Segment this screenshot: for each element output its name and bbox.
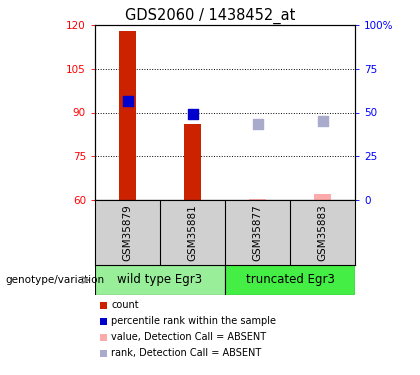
Bar [100, 350, 107, 357]
Text: rank, Detection Call = ABSENT: rank, Detection Call = ABSENT [111, 348, 261, 358]
Point [124, 98, 131, 104]
Point [254, 121, 261, 127]
Bar [119, 31, 136, 200]
Text: GDS2060 / 1438452_at: GDS2060 / 1438452_at [125, 8, 295, 24]
Text: GSM35877: GSM35877 [252, 204, 262, 261]
Bar [100, 333, 107, 340]
Text: value, Detection Call = ABSENT: value, Detection Call = ABSENT [111, 332, 266, 342]
Bar [95, 265, 225, 295]
Text: truncated Egr3: truncated Egr3 [246, 273, 334, 286]
Point [319, 118, 326, 124]
Bar [100, 302, 107, 309]
Bar [225, 265, 355, 295]
Text: genotype/variation: genotype/variation [5, 275, 104, 285]
Text: wild type Egr3: wild type Egr3 [118, 273, 202, 286]
Bar [249, 198, 265, 200]
Text: count: count [111, 300, 139, 310]
Bar [184, 124, 201, 200]
Point [189, 111, 196, 117]
Text: percentile rank within the sample: percentile rank within the sample [111, 316, 276, 326]
Bar [100, 318, 107, 324]
Text: GSM35881: GSM35881 [187, 204, 197, 261]
Text: GSM35879: GSM35879 [123, 204, 132, 261]
Text: GSM35883: GSM35883 [318, 204, 328, 261]
Bar [315, 194, 331, 200]
